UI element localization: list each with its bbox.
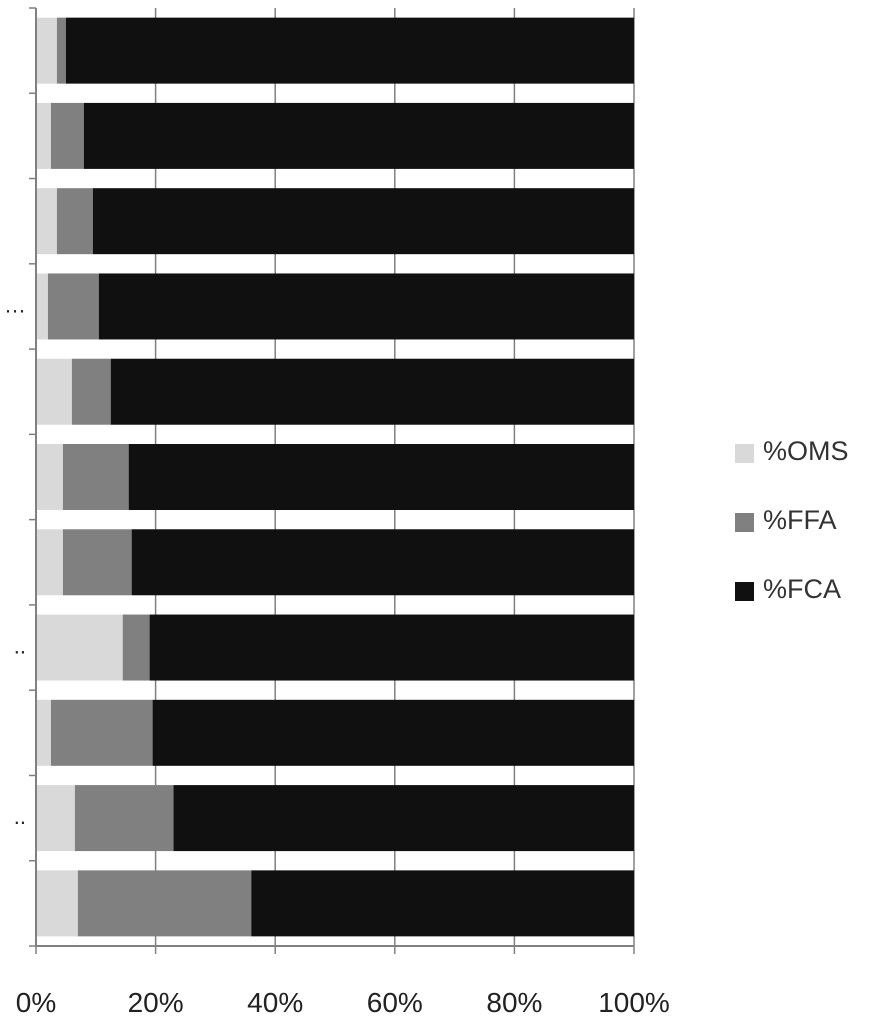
x-tick-label: 40%	[247, 987, 303, 1018]
bar-segment-ffa	[50, 102, 84, 169]
bar-segment-oms	[36, 699, 51, 766]
legend: %OMS %FFA %FCA	[735, 436, 877, 643]
bar-segment-fca	[110, 358, 634, 425]
legend-label-oms: %OMS	[763, 436, 849, 466]
legend-item-fca: %FCA	[735, 574, 877, 604]
bar-segment-oms	[36, 188, 57, 255]
y-category-label: ..	[14, 634, 26, 659]
x-tick-label: 0%	[16, 987, 56, 1018]
x-tick-label: 20%	[128, 987, 184, 1018]
bar-segment-fca	[128, 444, 634, 510]
legend-item-ffa: %FFA	[735, 505, 877, 535]
bar-segment-ffa	[50, 699, 153, 766]
bar-segment-ffa	[47, 273, 99, 340]
x-tick-label: 60%	[367, 987, 423, 1018]
bar-segment-oms	[36, 17, 57, 84]
y-category-label: …	[4, 292, 26, 317]
bar-segment-fca	[83, 102, 635, 169]
bar-segment-fca	[65, 17, 634, 84]
legend-swatch-fca	[735, 582, 754, 601]
bar-segment-fca	[92, 188, 634, 255]
bar-segment-oms	[36, 614, 123, 681]
y-category-label: ..	[14, 804, 26, 829]
bar-segment-oms	[36, 529, 63, 596]
bar-segment-fca	[173, 785, 635, 852]
bar-segment-fca	[149, 614, 634, 681]
bar-segment-ffa	[56, 17, 66, 84]
x-tick-label: 80%	[486, 987, 542, 1018]
bar-segment-ffa	[62, 529, 132, 596]
bar-segment-oms	[36, 102, 51, 169]
bar-segment-ffa	[62, 444, 129, 510]
legend-swatch-ffa	[735, 513, 754, 532]
bar-segment-oms	[36, 358, 72, 425]
legend-label-ffa: %FFA	[763, 505, 837, 535]
legend-swatch-oms	[735, 444, 754, 463]
bar-segment-fca	[152, 699, 635, 766]
legend-label-fca: %FCA	[763, 574, 842, 604]
legend-item-oms: %OMS	[735, 436, 877, 466]
bar-segment-ffa	[77, 870, 252, 937]
bar-segment-ffa	[56, 188, 93, 255]
bar-segment-ffa	[74, 785, 174, 852]
x-tick-label: 100%	[598, 987, 670, 1018]
bar-segment-fca	[98, 273, 635, 340]
bar-segment-ffa	[122, 614, 150, 681]
bar-segment-ffa	[71, 358, 111, 425]
bar-segment-oms	[36, 444, 63, 510]
bar-segment-oms	[36, 273, 48, 340]
bar-segment-oms	[36, 785, 75, 852]
bar-segment-fca	[251, 870, 634, 937]
bar-segment-oms	[36, 870, 78, 937]
bar-segment-fca	[131, 529, 634, 596]
